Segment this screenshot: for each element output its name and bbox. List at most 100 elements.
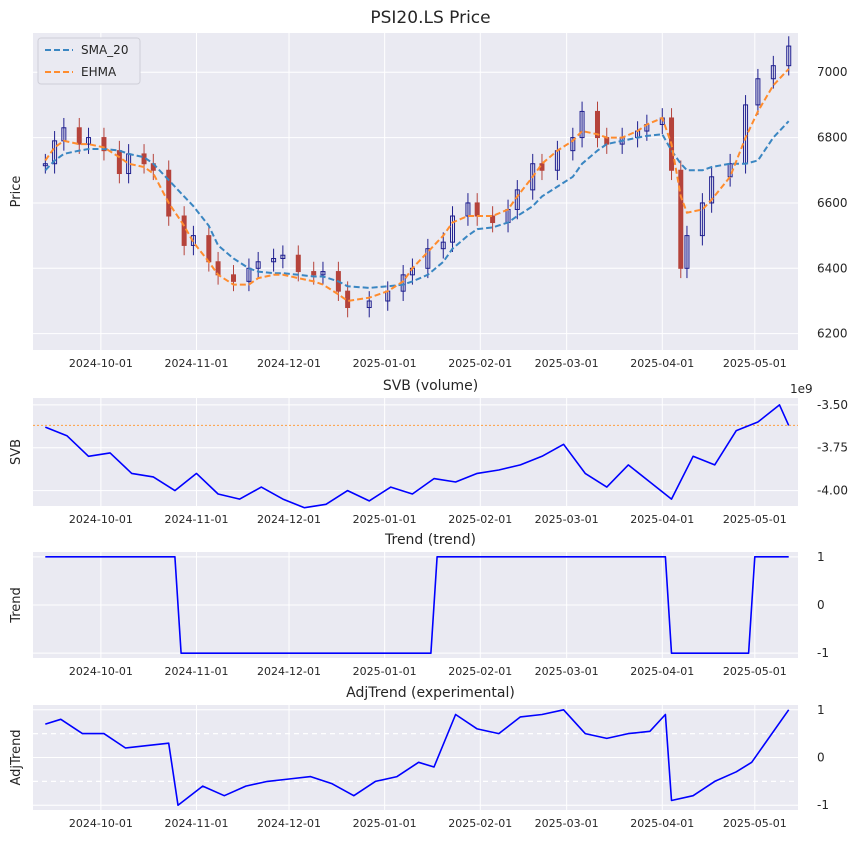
candle-body <box>709 176 715 204</box>
y-axis-label: SVB <box>9 439 24 465</box>
candle-body <box>231 274 237 282</box>
x-tick-label: 2024-10-01 <box>69 665 133 678</box>
x-tick-label: 2025-01-01 <box>353 357 417 370</box>
ehma-line <box>44 68 790 303</box>
x-tick-label: 2025-04-01 <box>630 513 694 526</box>
offset-text: 1e9 <box>790 382 813 396</box>
candle-body <box>166 169 172 217</box>
y-tick-label: 1 <box>817 550 825 564</box>
candle-body <box>366 300 372 309</box>
candle-body <box>465 202 471 217</box>
x-tick-label: 2024-12-01 <box>257 357 321 370</box>
x-tick-label: 2025-03-01 <box>535 817 599 830</box>
y-tick-label: -4.00 <box>817 484 848 498</box>
candle-body <box>295 254 301 273</box>
candle-body <box>755 78 761 106</box>
x-tick-label: 2024-10-01 <box>69 357 133 370</box>
x-tick-label: 2025-02-01 <box>448 817 512 830</box>
y-tick-label: 1 <box>817 703 825 717</box>
y-tick-label: -3.50 <box>817 398 848 412</box>
x-tick-label: 2025-03-01 <box>535 513 599 526</box>
panel-title: SVB (volume) <box>383 378 478 394</box>
plot-area <box>33 33 798 350</box>
x-tick-label: 2025-03-01 <box>535 665 599 678</box>
candle-body <box>474 202 480 217</box>
candle-body <box>311 271 317 276</box>
candle-body <box>101 137 107 152</box>
legend-sma-label: SMA_20 <box>81 43 128 57</box>
x-tick-label: 2025-01-01 <box>353 665 417 678</box>
y-tick-label: 7000 <box>817 65 848 79</box>
panel-title: AdjTrend (experimental) <box>346 685 515 701</box>
y-axis-label: Price <box>9 176 24 208</box>
y-tick-label: 6200 <box>817 327 848 341</box>
candle-body <box>271 257 277 263</box>
x-tick-label: 2025-05-01 <box>723 817 787 830</box>
x-tick-label: 2025-03-01 <box>535 357 599 370</box>
legend: SMA_20 EHMA <box>37 37 141 85</box>
y-tick-label: 6400 <box>817 261 848 275</box>
panel-title: PSI20.LS Price <box>370 8 490 28</box>
x-tick-label: 2025-02-01 <box>448 513 512 526</box>
y-tick-label: 6800 <box>817 131 848 145</box>
candle-body <box>699 202 705 237</box>
x-tick-label: 2025-04-01 <box>630 357 694 370</box>
candle-body <box>440 241 446 250</box>
y-tick-label: -1 <box>817 646 829 660</box>
panel-3: 2024-10-01 2024-11-01 2024-12-01 2025-01-01… <box>9 532 829 678</box>
x-tick-label: 2024-12-01 <box>257 513 321 526</box>
candle-body <box>579 110 585 139</box>
x-tick-label: 2024-10-01 <box>69 817 133 830</box>
x-tick-label: 2025-04-01 <box>630 665 694 678</box>
candle-body <box>255 261 261 269</box>
x-tick-label: 2025-02-01 <box>448 357 512 370</box>
candle-body <box>530 163 536 191</box>
x-tick-label: 2024-11-01 <box>165 357 229 370</box>
candle-body <box>786 45 792 67</box>
candle-body <box>490 215 496 224</box>
candle-body <box>42 163 48 167</box>
series-line <box>45 556 789 654</box>
candle-body <box>280 254 286 259</box>
y-axis-label: Trend <box>9 587 24 624</box>
series-line <box>45 709 790 806</box>
panel-title: Trend (trend) <box>384 532 476 548</box>
x-tick-label: 2024-11-01 <box>165 665 229 678</box>
y-tick-label: 0 <box>817 598 825 612</box>
x-tick-label: 2024-10-01 <box>69 513 133 526</box>
x-tick-label: 2025-02-01 <box>448 665 512 678</box>
panel-1: 2024-10-01 2024-11-01 2024-12-01 2025-01-01… <box>9 8 848 370</box>
x-tick-label: 2025-01-01 <box>353 817 417 830</box>
candle-body <box>181 215 187 246</box>
x-tick-label: 2024-12-01 <box>257 817 321 830</box>
candle-body <box>450 215 456 243</box>
y-tick-label: 6600 <box>817 196 848 210</box>
x-tick-label: 2025-04-01 <box>630 817 694 830</box>
candle-body <box>52 140 58 165</box>
candle-body <box>514 189 520 210</box>
panels-layer: 2024-10-01 2024-11-01 2024-12-01 2025-01-01… <box>9 8 848 830</box>
candle-body <box>425 248 431 269</box>
candle-body <box>345 290 351 309</box>
candle-body <box>320 271 326 276</box>
sma-20-line <box>44 120 790 289</box>
candle-body <box>570 137 576 152</box>
panel-4: 2024-10-01 2024-11-01 2024-12-01 2025-01-01… <box>9 685 829 830</box>
panel-2: 2024-10-01 2024-11-01 2024-12-01 2025-01-01… <box>9 378 848 526</box>
candle-body <box>206 235 212 263</box>
candle-body <box>594 110 600 139</box>
y-tick-label: -3.75 <box>817 441 848 455</box>
candle-body <box>76 127 82 145</box>
legend-ehma-label: EHMA <box>81 65 117 79</box>
plot-area <box>33 398 798 506</box>
candle-body <box>770 65 776 80</box>
y-axis-label: AdjTrend <box>9 729 24 785</box>
x-tick-label: 2025-05-01 <box>723 513 787 526</box>
x-tick-label: 2025-01-01 <box>353 513 417 526</box>
candle-body <box>116 150 122 175</box>
candle-body <box>86 137 92 145</box>
candle-body <box>684 235 690 269</box>
x-tick-label: 2024-12-01 <box>257 665 321 678</box>
candle-body <box>678 169 684 269</box>
